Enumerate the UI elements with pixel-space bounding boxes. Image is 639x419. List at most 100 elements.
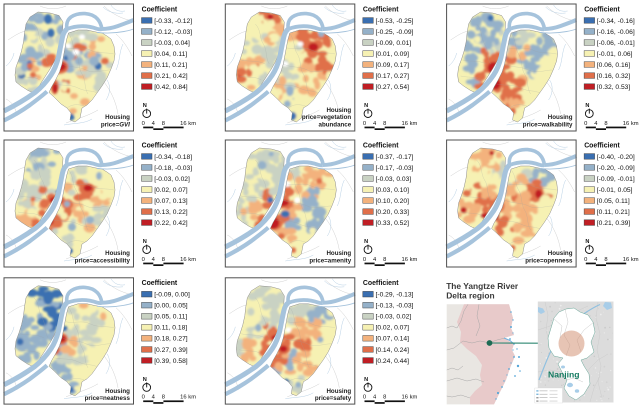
svg-text:[0.00, 0.05]: [0.00, 0.05] [154,303,188,310]
svg-text:4: 4 [594,121,598,127]
svg-text:[0.13, 0.22]: [0.13, 0.22] [154,209,188,216]
svg-text:[0.21, 0.39]: [0.21, 0.39] [597,220,631,227]
svg-text:[0.03, 0.10]: [0.03, 0.10] [376,187,410,194]
svg-text:[-0.53, -0.25]: [-0.53, -0.25] [376,18,414,25]
svg-text:[0.42, 0.84]: [0.42, 0.84] [154,84,188,91]
svg-text:[0.06, 0.16]: [0.06, 0.16] [597,62,631,69]
svg-text:[-0.25, -0.09]: [-0.25, -0.09] [376,29,414,36]
svg-text:0: 0 [142,395,145,401]
svg-text:[0.01, 0.09]: [0.01, 0.09] [376,51,410,58]
svg-text:[-0.40, -0.20]: [-0.40, -0.20] [597,154,635,161]
svg-text:[-0.12, -0.03]: [-0.12, -0.03] [154,29,192,36]
svg-text:km: km [188,121,196,127]
svg-text:[-0.03, 0.04]: [-0.03, 0.04] [154,40,190,47]
svg-text:4: 4 [152,395,156,401]
svg-text:8: 8 [383,395,386,401]
svg-text:[-0.13, -0.03]: [-0.13, -0.03] [376,303,414,310]
svg-text:km: km [410,395,418,401]
svg-text:[-0.34, -0.18]: [-0.34, -0.18] [154,154,192,161]
svg-text:[0.04, 0.11]: [0.04, 0.11] [154,51,187,58]
svg-text:price=GVI: price=GVI [101,121,130,128]
svg-text:8: 8 [162,257,165,263]
svg-text:[0.11, 0.18]: [0.11, 0.18] [154,325,187,332]
svg-text:N: N [364,239,368,245]
svg-text:N: N [364,377,368,383]
svg-text:[0.32, 0.53]: [0.32, 0.53] [597,84,631,91]
svg-text:km: km [631,257,639,263]
svg-text:[0.33, 0.52]: [0.33, 0.52] [376,220,410,227]
svg-text:16: 16 [180,257,186,263]
svg-text:[-0.03, 0.02]: [-0.03, 0.02] [376,314,412,321]
svg-text:[0.22, 0.42]: [0.22, 0.42] [154,220,188,227]
svg-text:N: N [585,103,589,109]
svg-text:[-0.06, -0.01]: [-0.06, -0.01] [597,40,635,47]
svg-text:[0.02, 0.07]: [0.02, 0.07] [154,187,188,194]
svg-text:0: 0 [584,257,587,263]
svg-text:[-0.09, 0.01]: [-0.09, 0.01] [376,40,412,47]
svg-text:[-0.16, -0.06]: [-0.16, -0.06] [597,29,635,36]
svg-text:N: N [143,103,147,109]
svg-text:0: 0 [142,121,145,127]
svg-text:Coefficient: Coefficient [363,142,399,149]
svg-text:[0.21, 0.42]: [0.21, 0.42] [154,73,188,80]
svg-text:Coefficient: Coefficient [142,280,178,287]
svg-text:price=accessibility: price=accessibility [75,257,131,264]
svg-text:km: km [410,121,418,127]
svg-text:4: 4 [373,395,377,401]
svg-text:Coefficient: Coefficient [363,6,399,13]
svg-text:N: N [364,103,368,109]
svg-text:[0.39, 0.58]: [0.39, 0.58] [154,358,188,365]
svg-text:price=amenity: price=amenity [309,257,351,264]
svg-text:16: 16 [180,395,186,401]
svg-text:4: 4 [373,257,377,263]
svg-text:price=safety: price=safety [315,395,352,402]
svg-text:km: km [188,257,196,263]
svg-text:[0.05, 0.11]: [0.05, 0.11] [154,314,187,321]
svg-text:0: 0 [142,257,145,263]
svg-text:[0.11, 0.21]: [0.11, 0.21] [597,209,630,216]
svg-text:[0.07, 0.14]: [0.07, 0.14] [376,336,410,343]
svg-text:[0.02, 0.07]: [0.02, 0.07] [376,325,410,332]
svg-text:[-0.17, -0.03]: [-0.17, -0.03] [376,165,414,172]
svg-text:8: 8 [162,121,165,127]
svg-text:4: 4 [152,121,156,127]
svg-text:Delta region: Delta region [446,290,494,300]
svg-text:Housing: Housing [548,250,573,257]
svg-text:km: km [631,121,639,127]
svg-text:[-0.33, -0.12]: [-0.33, -0.12] [154,18,192,25]
svg-text:Nanjing: Nanjing [548,370,580,380]
svg-text:8: 8 [604,121,607,127]
svg-text:[-0.01, 0.05]: [-0.01, 0.05] [597,187,633,194]
svg-text:N: N [143,377,147,383]
svg-text:abundance: abundance [319,121,352,128]
svg-text:price=neatness: price=neatness [85,395,131,402]
svg-text:km: km [188,395,196,401]
svg-text:[0.11, 0.21]: [0.11, 0.21] [154,62,187,69]
svg-text:16: 16 [623,257,629,263]
svg-text:16: 16 [180,121,186,127]
svg-text:Housing: Housing [326,107,351,114]
svg-text:price=openness: price=openness [525,257,573,264]
svg-text:4: 4 [373,121,377,127]
svg-text:[-0.03, 0.03]: [-0.03, 0.03] [376,176,412,183]
svg-text:8: 8 [162,395,165,401]
svg-text:price=walkability: price=walkability [523,121,573,128]
svg-text:[0.20, 0.33]: [0.20, 0.33] [376,209,410,216]
svg-text:Coefficient: Coefficient [142,6,178,13]
svg-text:[0.27, 0.54]: [0.27, 0.54] [376,84,410,91]
svg-text:Housing: Housing [326,250,351,257]
svg-text:[-0.03, 0.02]: [-0.03, 0.02] [154,176,190,183]
svg-text:[0.17, 0.27]: [0.17, 0.27] [376,73,410,80]
svg-text:16: 16 [401,257,407,263]
svg-text:Housing: Housing [105,114,130,121]
svg-text:Housing: Housing [105,388,130,395]
svg-text:8: 8 [383,121,386,127]
svg-text:[0.05, 0.11]: [0.05, 0.11] [597,198,630,205]
svg-text:Housing: Housing [326,388,351,395]
svg-text:[-0.34, -0.16]: [-0.34, -0.16] [597,18,635,25]
svg-text:[-0.37, -0.17]: [-0.37, -0.17] [376,154,414,161]
svg-text:0: 0 [363,257,366,263]
svg-text:Coefficient: Coefficient [584,142,620,149]
svg-text:[-0.01, 0.06]: [-0.01, 0.06] [597,51,633,58]
svg-text:[0.10, 0.20]: [0.10, 0.20] [376,198,410,205]
